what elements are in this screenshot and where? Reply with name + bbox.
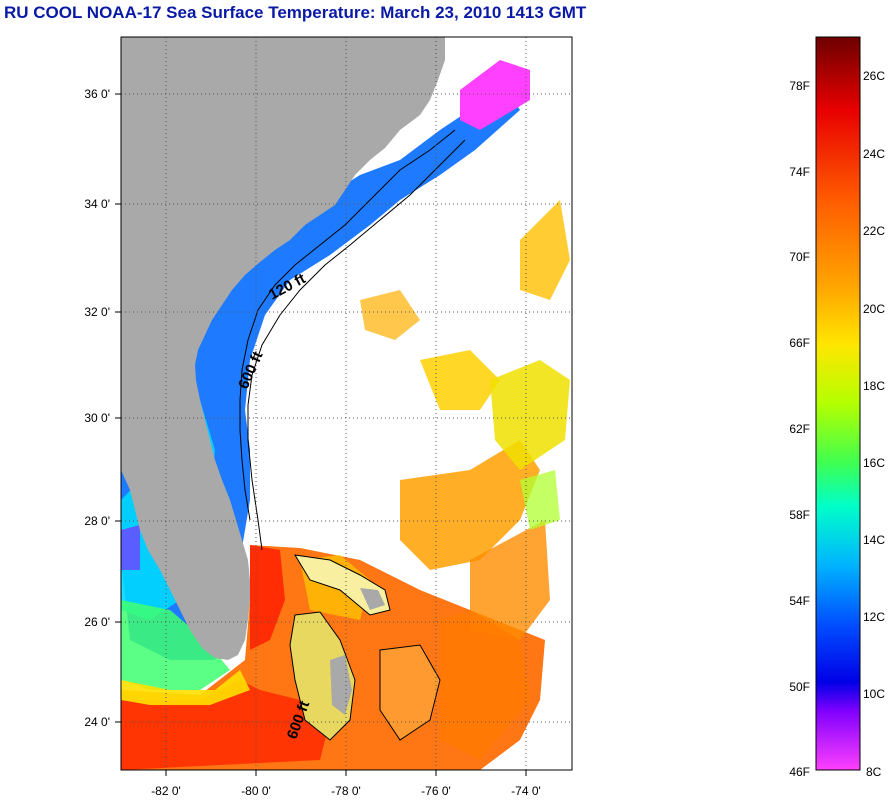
lat-label-34: 34 0' xyxy=(84,197,110,211)
colorbar-c-18: 18C xyxy=(863,379,885,393)
colorbar-f-46: 46F xyxy=(789,765,810,779)
colorbar-c-10: 10C xyxy=(863,687,885,701)
cold-purple-gulf xyxy=(121,525,140,570)
yellow-patch-4 xyxy=(360,290,420,340)
colorbar-f-50: 50F xyxy=(789,680,810,694)
colorbar-c-16: 16C xyxy=(863,456,885,470)
offshore-orange-swath-3 xyxy=(440,610,530,760)
colorbar-f-70: 70F xyxy=(789,250,810,264)
colorbar-f-54: 54F xyxy=(789,594,810,608)
cold-shelf-water-green xyxy=(121,600,230,690)
land-grand-bahama xyxy=(360,588,385,610)
red-florida-straits xyxy=(250,545,285,650)
offshore-orange-swath-1 xyxy=(400,440,540,570)
temperature-colorbar xyxy=(815,36,861,771)
isobath-600ft xyxy=(247,139,466,551)
map-title: RU COOL NOAA-17 Sea Surface Temperature:… xyxy=(4,3,587,22)
lat-label-30: 30 0' xyxy=(84,411,110,425)
lat-label-36: 36 0' xyxy=(84,87,110,101)
cold-shelf-water-yellow xyxy=(121,670,250,705)
yellow-patch-1 xyxy=(420,350,500,410)
green-patch-east xyxy=(520,470,560,530)
colorbar-c-24: 24C xyxy=(863,147,885,161)
colorbar-f-66: 66F xyxy=(789,336,810,350)
colorbar-f-62: 62F xyxy=(789,422,810,436)
colorbar-c-22: 22C xyxy=(863,224,885,238)
lat-label-28: 28 0' xyxy=(84,514,110,528)
lat-label-24: 24 0' xyxy=(84,715,110,729)
land-us-southeast xyxy=(121,37,445,660)
colorbar-c-14: 14C xyxy=(863,533,885,547)
yellow-patch-3 xyxy=(520,200,570,300)
lon-label-78: -78 0' xyxy=(331,784,361,798)
lat-label-26: 26 0' xyxy=(84,615,110,629)
lat-label-32: 32 0' xyxy=(84,305,110,319)
isobath-120ft xyxy=(239,129,456,521)
lon-label-74: -74 0' xyxy=(511,784,541,798)
axis-ticks xyxy=(115,93,527,776)
bahamas-bank-east xyxy=(379,644,441,741)
yellow-patch-2 xyxy=(490,360,570,470)
colorbar-f-58: 58F xyxy=(789,508,810,522)
cold-magenta-hatteras xyxy=(460,60,530,130)
colorbar-c-26: 26C xyxy=(863,69,885,83)
lon-label-80: -80 0' xyxy=(241,784,271,798)
lon-label-76: -76 0' xyxy=(421,784,451,798)
colorbar-c-12: 12C xyxy=(863,610,885,624)
offshore-orange-swath-2 xyxy=(470,520,550,640)
colorbar-c-20: 20C xyxy=(863,302,885,316)
lon-label-82: -82 0' xyxy=(151,784,181,798)
colorbar-f-78: 78F xyxy=(789,79,810,93)
colorbar-c-8: 8C xyxy=(866,765,882,779)
colorbar-f-74: 74F xyxy=(789,165,810,179)
